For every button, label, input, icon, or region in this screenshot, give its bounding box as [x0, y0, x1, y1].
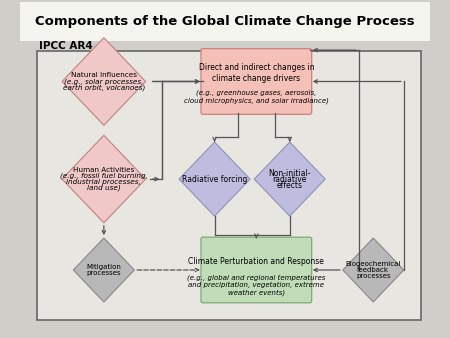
- FancyBboxPatch shape: [37, 51, 421, 320]
- Text: feedback: feedback: [357, 267, 389, 273]
- Text: processes: processes: [356, 273, 391, 279]
- Polygon shape: [62, 38, 146, 125]
- Polygon shape: [179, 142, 250, 216]
- Text: earth orbit, volcanoes): earth orbit, volcanoes): [63, 84, 145, 91]
- FancyBboxPatch shape: [201, 49, 312, 114]
- Polygon shape: [254, 142, 325, 216]
- Text: land use): land use): [87, 185, 121, 191]
- Text: (e.g., global and regional temperatures
and precipitation, vegetation, extreme
w: (e.g., global and regional temperatures …: [187, 274, 325, 296]
- Text: (e.g., fossil fuel burning,: (e.g., fossil fuel burning,: [60, 173, 148, 179]
- Text: Biogeochemical: Biogeochemical: [346, 261, 401, 267]
- Text: radiative: radiative: [273, 175, 307, 184]
- Text: effects: effects: [277, 180, 303, 190]
- Text: (e.g., solar processes,: (e.g., solar processes,: [64, 78, 144, 85]
- Text: IPCC AR4: IPCC AR4: [39, 41, 93, 51]
- Polygon shape: [343, 238, 404, 302]
- Polygon shape: [73, 238, 135, 302]
- Text: Mitigation: Mitigation: [86, 264, 122, 270]
- Text: Climate Perturbation and Response: Climate Perturbation and Response: [189, 257, 324, 266]
- Text: Components of the Global Climate Change Process: Components of the Global Climate Change …: [35, 16, 415, 28]
- FancyBboxPatch shape: [20, 2, 430, 41]
- Polygon shape: [62, 135, 146, 223]
- Text: processes: processes: [86, 270, 121, 276]
- Text: Human Activities: Human Activities: [73, 167, 135, 173]
- Text: Direct and indirect changes in
climate change drivers: Direct and indirect changes in climate c…: [198, 63, 314, 83]
- Text: industrial processes,: industrial processes,: [67, 179, 141, 185]
- FancyBboxPatch shape: [201, 237, 312, 303]
- Text: Natural Influences: Natural Influences: [71, 72, 137, 78]
- Text: (e.g., greenhouse gases, aerosols,
cloud microphysics, and solar irradiance): (e.g., greenhouse gases, aerosols, cloud…: [184, 90, 329, 104]
- Text: Non-initial-: Non-initial-: [269, 169, 311, 177]
- Text: Radiative forcing: Radiative forcing: [182, 175, 247, 184]
